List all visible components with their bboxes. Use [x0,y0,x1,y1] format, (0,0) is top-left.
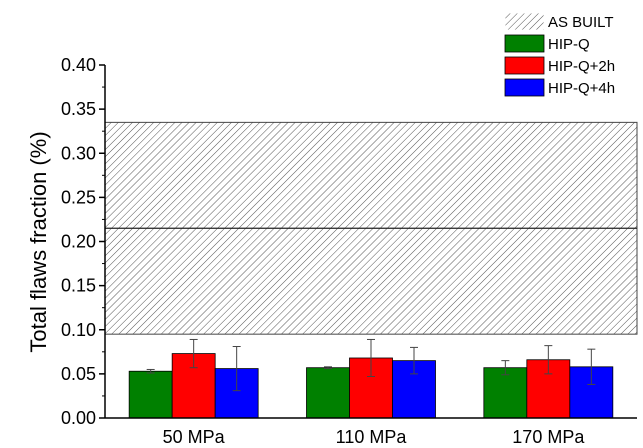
legend: AS BUILT HIP-Q HIP-Q+2h HIP-Q+4h [504,12,615,97]
bar-hip-q-0 [128,370,173,419]
legend-swatch [504,12,545,31]
y-tick-label: 0.10 [61,320,96,340]
y-tick-label: 0.40 [61,55,96,75]
y-tick-label: 0.30 [61,143,96,163]
legend-swatch [504,78,545,97]
y-tick-label: 0.35 [61,99,96,119]
bar-hip-q-1 [306,367,350,419]
x-category-label: 110 MPa [336,427,408,447]
legend-swatch [504,56,545,75]
bars-layer [128,338,614,419]
y-tick-label: 0.25 [61,187,96,207]
x-category-label: 50 MPa [163,427,226,447]
y-tick-label: 0.20 [61,232,96,252]
y-tick-label: 0.15 [61,276,96,296]
ticks-layer: 0.00 0.05 0.10 0.15 0.20 0.25 0.30 0.35 0.40 50 M… [61,55,585,447]
y-tick-label: 0.00 [61,408,96,428]
legend-label: AS BUILT [548,14,614,31]
y-axis-title: Total flaws fraction (%) [26,131,51,352]
y-tick-label: 0.05 [61,364,96,384]
legend-label: HIP-Q+4h [548,80,615,97]
legend-swatch [504,34,545,53]
x-category-label: 170 MPa [512,427,585,447]
legend-label: HIP-Q+2h [548,58,615,75]
legend-label: HIP-Q [548,36,590,53]
as-built-band-layer [104,121,638,335]
